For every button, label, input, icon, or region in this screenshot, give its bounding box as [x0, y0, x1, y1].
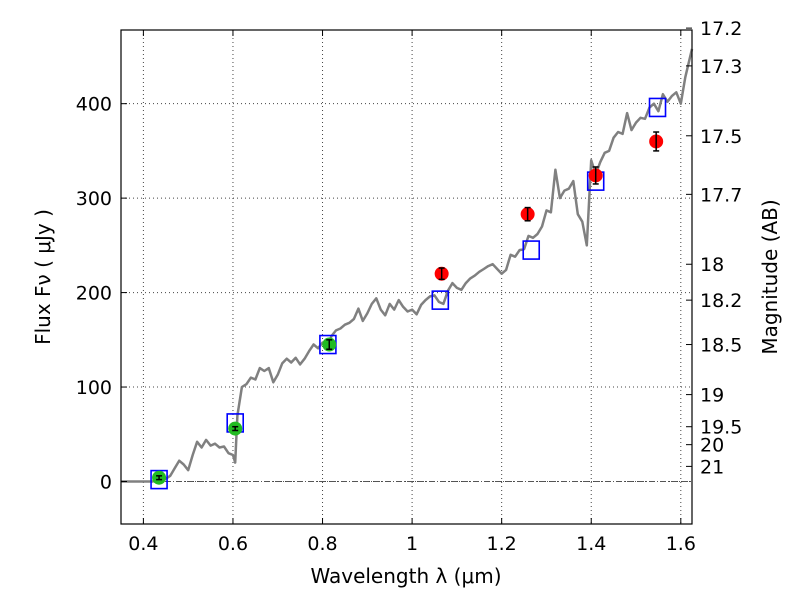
right-tick-label-7: 19 — [700, 385, 724, 407]
x-tick-label-4: 1.2 — [487, 533, 517, 555]
plot-frame-rect — [120, 29, 693, 525]
right-tick-label-9: 20 — [700, 435, 724, 457]
model-square-6 — [648, 97, 667, 118]
right-tick-label-6: 18.5 — [700, 335, 742, 357]
x-tick-label-0: 0.4 — [128, 533, 158, 555]
y-axis-label: Flux Fν ( μJy ) — [31, 209, 55, 345]
right-tick-label-10: 21 — [700, 456, 724, 478]
right-tick-label-8: 19.5 — [700, 417, 742, 439]
plot-frame — [120, 29, 693, 525]
right-tick-label-5: 18.2 — [700, 290, 742, 312]
series — [121, 48, 694, 490]
x-tick-label-2: 0.8 — [307, 533, 337, 555]
x-axis-label: Wavelength λ (μm) — [310, 564, 501, 588]
y-tick-label-3: 300 — [76, 188, 112, 210]
right-tick-label-1: 17.3 — [700, 56, 742, 78]
ticks: 0.4 0.6 0.8 1 1.2 1.4 1.6 0 100 200 300 400 17.2 17.3… — [76, 18, 743, 555]
y-tick-label-0: 0 — [100, 471, 112, 493]
right-tick-label-2: 17.5 — [700, 126, 742, 148]
model-square-3 — [431, 290, 450, 310]
x-tick-label-6: 1.6 — [666, 533, 696, 555]
x-tick-label-1: 0.6 — [218, 533, 248, 555]
right-tick-label-4: 18 — [700, 254, 724, 276]
y-tick-label-1: 100 — [76, 377, 112, 399]
right-axis-label: Magnitude (AB) — [758, 199, 782, 354]
right-tick-label-3: 17.7 — [700, 184, 742, 206]
x-tick-label-5: 1.4 — [576, 533, 606, 555]
right-tick-label-0: 17.2 — [700, 18, 742, 40]
y-tick-label-4: 400 — [76, 94, 112, 116]
x-tick-label-3: 1 — [406, 533, 418, 555]
model-square-0 — [150, 469, 168, 490]
y-tick-label-2: 200 — [76, 283, 112, 305]
model-square-4 — [522, 240, 541, 260]
